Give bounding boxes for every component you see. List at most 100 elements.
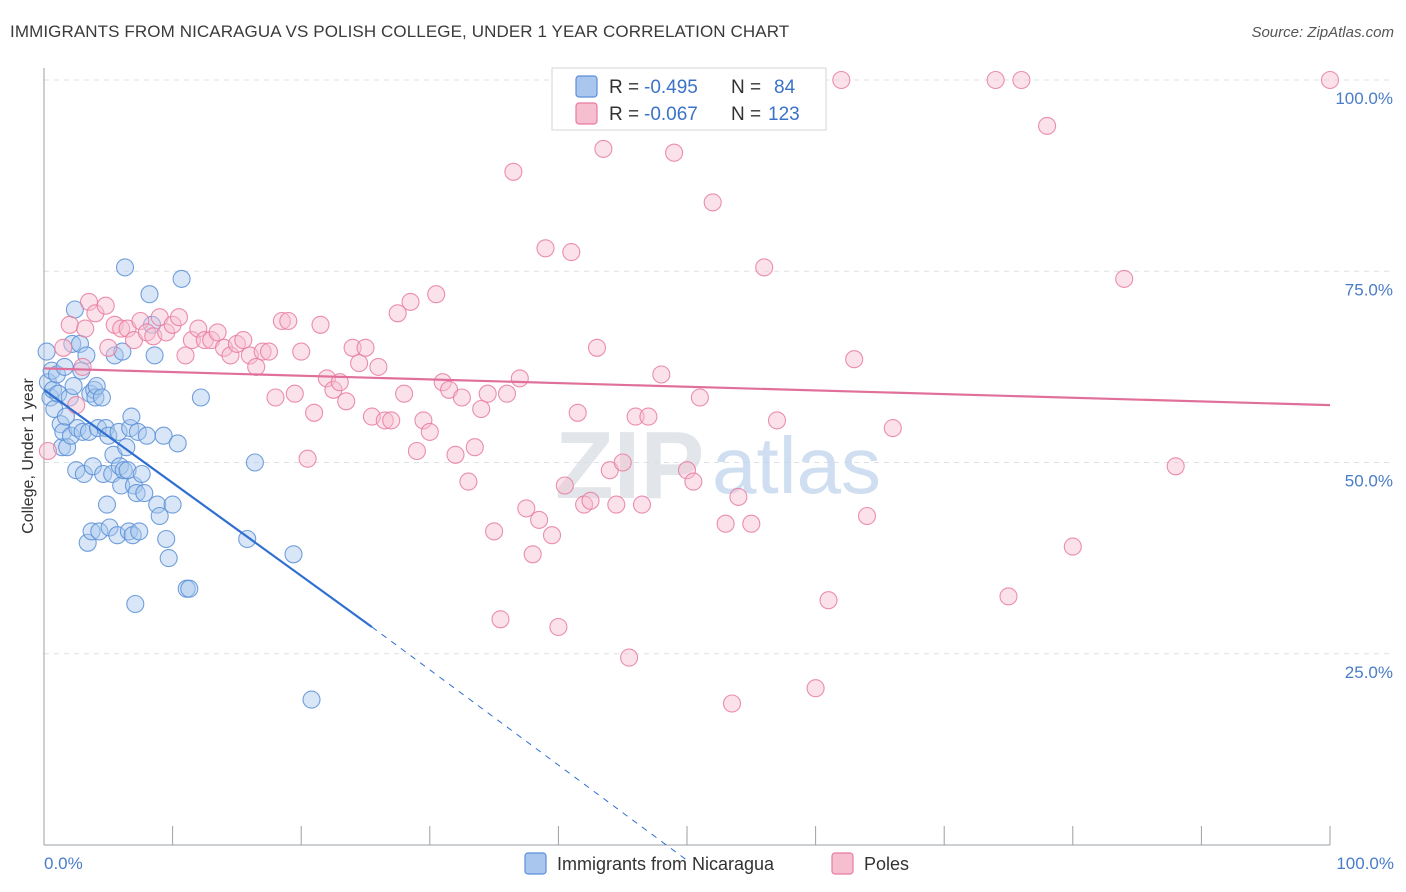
y-axis-title: College, Under 1 year [20, 378, 37, 534]
point-nicaragua-12 [56, 407, 75, 426]
bottom-legend-swatch-poles [831, 852, 854, 875]
point-nicaragua-64 [135, 484, 154, 503]
point-poles-81 [562, 243, 581, 262]
point-poles-3 [67, 396, 86, 415]
point-nicaragua-26 [78, 533, 97, 552]
point-poles-101 [722, 694, 742, 713]
point-poles-92 [632, 495, 652, 514]
point-nicaragua-11 [55, 357, 74, 376]
point-poles-119 [1320, 70, 1340, 90]
point-nicaragua-53 [118, 461, 137, 480]
point-poles-97 [684, 472, 703, 491]
point-poles-64 [452, 388, 471, 407]
point-poles-22 [182, 331, 201, 350]
point-nicaragua-78 [180, 579, 199, 598]
legend-box [551, 67, 827, 131]
point-poles-84 [581, 491, 600, 510]
point-nicaragua-6 [47, 365, 66, 384]
point-poles-40 [298, 449, 317, 468]
legend-n-value-0: 84 [774, 77, 796, 98]
point-poles-111 [883, 419, 902, 438]
point-poles-80 [555, 476, 574, 495]
point-nicaragua-29 [82, 522, 101, 541]
point-poles-53 [382, 411, 401, 430]
point-poles-7 [86, 304, 105, 323]
point-poles-109 [845, 350, 864, 369]
point-poles-113 [999, 587, 1018, 606]
point-poles-60 [427, 285, 446, 304]
point-poles-41 [305, 403, 324, 422]
bottom-legend-swatch-nicaragua [524, 852, 547, 875]
point-poles-49 [356, 338, 375, 357]
point-poles-68 [478, 384, 497, 403]
trend-line-nicaragua [43, 388, 373, 628]
point-nicaragua-56 [122, 407, 141, 426]
point-poles-90 [620, 648, 639, 667]
point-poles-26 [208, 323, 227, 342]
point-nicaragua-14 [60, 388, 79, 407]
point-poles-39 [292, 342, 311, 361]
point-nicaragua-35 [90, 522, 109, 541]
point-poles-103 [742, 514, 761, 533]
legend-r-value-0: -0.495 [644, 77, 698, 98]
y-tick-label-100: 100.0% [1335, 89, 1393, 108]
point-poles-67 [472, 399, 491, 419]
point-nicaragua-59 [126, 594, 145, 614]
point-poles-51 [369, 357, 388, 376]
point-poles-104 [755, 258, 774, 277]
point-nicaragua-0 [37, 342, 56, 361]
point-nicaragua-39 [97, 495, 117, 514]
point-poles-118 [1166, 457, 1185, 476]
point-nicaragua-36 [92, 388, 111, 407]
point-poles-48 [350, 354, 369, 373]
x-tick-label-left: 0.0% [44, 854, 83, 873]
point-nicaragua-66 [140, 285, 159, 304]
point-poles-108 [832, 70, 851, 90]
point-poles-2 [60, 315, 79, 334]
trend-line-poles [43, 367, 1331, 407]
point-nicaragua-60 [127, 484, 146, 503]
point-nicaragua-45 [108, 526, 127, 545]
point-nicaragua-33 [87, 376, 106, 396]
point-poles-76 [530, 510, 549, 529]
point-poles-47 [343, 338, 362, 357]
trend-lines [43, 367, 1331, 861]
point-poles-78 [542, 526, 562, 545]
point-nicaragua-62 [130, 522, 149, 541]
point-poles-94 [652, 365, 671, 384]
point-nicaragua-61 [128, 422, 147, 441]
point-poles-70 [491, 610, 510, 629]
point-nicaragua-17 [64, 376, 83, 396]
point-nicaragua-23 [73, 422, 92, 441]
point-poles-9 [99, 338, 118, 357]
legend-n-value-1: 123 [768, 104, 800, 125]
point-poles-65 [459, 472, 478, 491]
point-nicaragua-74 [163, 495, 182, 514]
point-poles-36 [272, 311, 291, 331]
point-nicaragua-48 [112, 476, 131, 495]
point-poles-42 [311, 315, 330, 334]
point-poles-116 [1063, 537, 1082, 556]
point-poles-105 [767, 411, 787, 430]
point-poles-61 [433, 373, 452, 392]
point-poles-88 [607, 495, 626, 514]
point-poles-72 [504, 162, 523, 181]
legend-swatch-poles [575, 102, 598, 125]
points-immigrants-from-nicaragua [37, 258, 321, 709]
point-nicaragua-65 [137, 426, 156, 445]
point-poles-32 [247, 357, 266, 376]
point-nicaragua-75 [168, 434, 187, 453]
point-nicaragua-30 [83, 457, 102, 476]
legend: R = -0.495 N = 84 R = -0.067 N = 123 [551, 67, 827, 131]
point-poles-20 [169, 308, 189, 327]
legend-swatch-nicaragua [575, 75, 598, 98]
point-poles-54 [388, 304, 407, 323]
point-poles-37 [279, 311, 298, 331]
point-poles-46 [337, 392, 356, 411]
point-poles-57 [407, 441, 426, 461]
bottom-legend: Immigrants from Nicaragua Poles [524, 852, 909, 875]
point-poles-33 [253, 342, 272, 361]
y-tick-label-25: 25.0% [1345, 663, 1393, 682]
point-nicaragua-76 [172, 269, 191, 288]
